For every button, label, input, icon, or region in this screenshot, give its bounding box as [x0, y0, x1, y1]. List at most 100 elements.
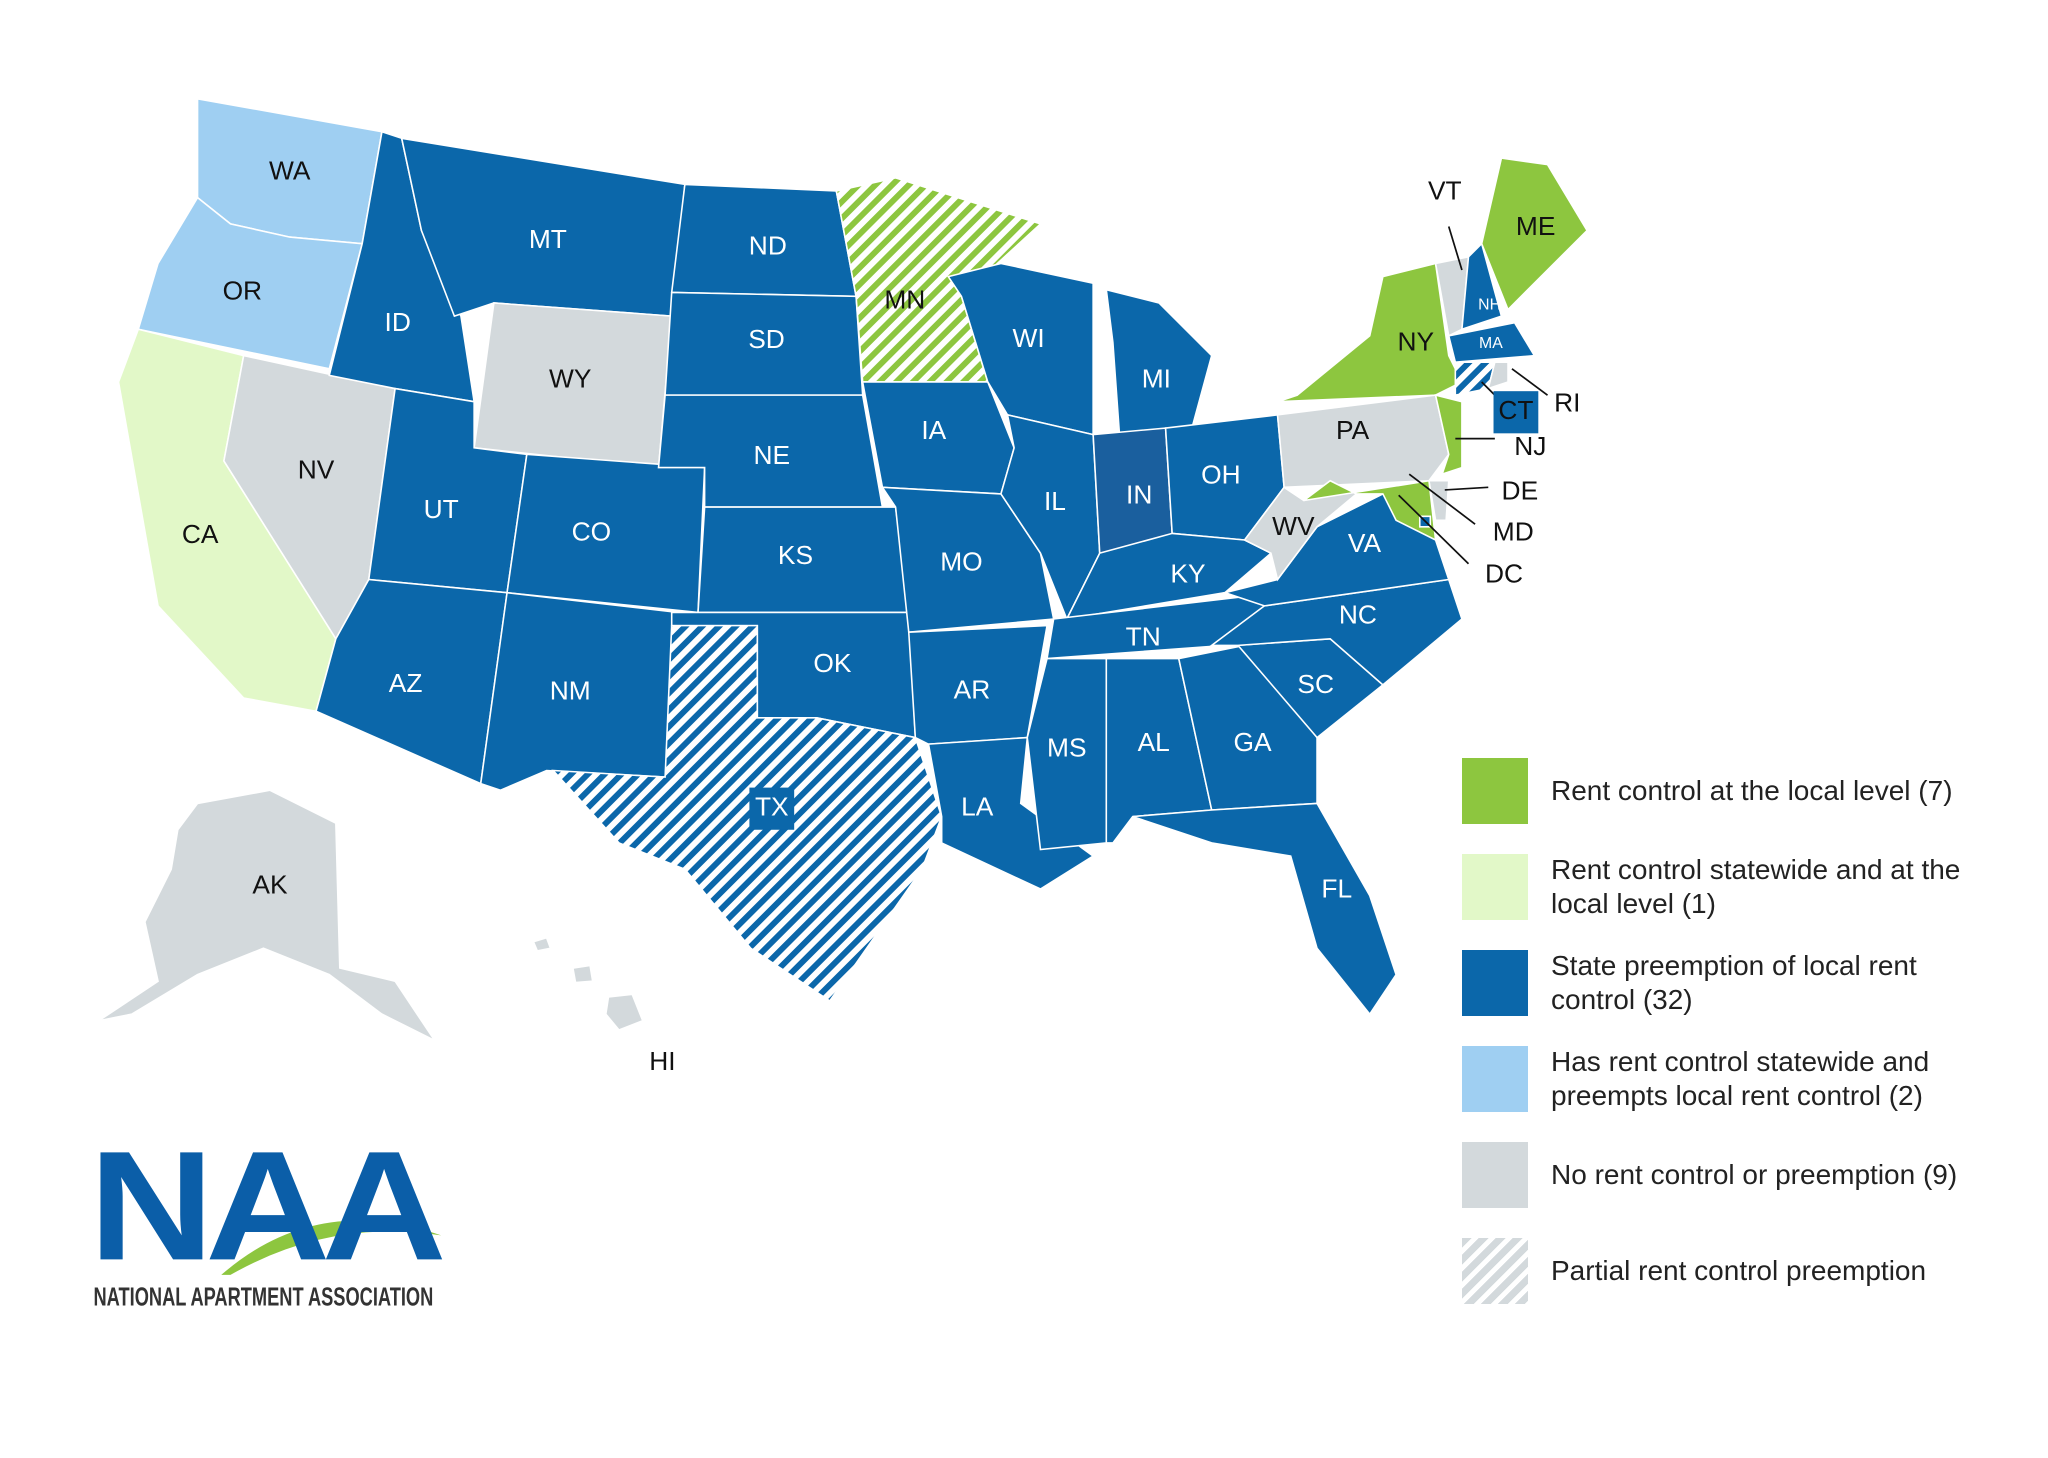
legend-label: Rent control at the local level (7)	[1551, 775, 1953, 806]
state-label: AZ	[389, 668, 423, 698]
legend-swatch	[1462, 1238, 1528, 1304]
legend-swatch	[1462, 950, 1528, 1016]
state-shape	[1487, 361, 1509, 390]
legend-item: Rent control statewide and at the local …	[1462, 854, 2022, 950]
state-shape	[1428, 479, 1450, 522]
state-shape	[551, 624, 943, 1003]
state-label: KY	[1170, 559, 1205, 589]
state-label: OH	[1201, 460, 1241, 490]
logo-name: NATIONAL APARTMENT ASSOCIATION	[94, 1282, 434, 1312]
state-label: IN	[1126, 479, 1152, 509]
state-label: AK	[252, 869, 288, 899]
logo-swoosh	[221, 1220, 442, 1275]
state-shape	[1132, 802, 1397, 1016]
state-label: WI	[1013, 323, 1045, 353]
state-label: NH	[1478, 297, 1501, 314]
state-shape	[1277, 262, 1463, 403]
state-label: TX	[755, 792, 789, 822]
state-label: VT	[1428, 175, 1462, 205]
state-label: SC	[1297, 669, 1334, 699]
state-label: MO	[940, 547, 982, 577]
state-label: AR	[954, 674, 991, 704]
state-shape	[1026, 657, 1108, 851]
state-label: SD	[748, 324, 785, 354]
legend: Rent control at the local level (7) Rent …	[1462, 758, 2022, 1334]
legend-item: Has rent control statewide and preempts …	[1462, 1046, 2022, 1142]
state-label: IL	[1044, 486, 1066, 516]
state-label: NE	[753, 440, 790, 470]
state-shape	[605, 993, 644, 1031]
state-label: WV	[1272, 511, 1315, 541]
state-shape	[315, 578, 508, 785]
state-shape	[1177, 644, 1318, 811]
state-label: LA	[961, 792, 994, 822]
legend-item: Rent control at the local level (7)	[1462, 758, 2022, 854]
state-label: GA	[1233, 727, 1271, 757]
state-label: NY	[1398, 327, 1435, 357]
state-label: OK	[813, 648, 851, 678]
state-label: MS	[1047, 732, 1087, 762]
state-label: ND	[749, 231, 787, 261]
state-label: RI	[1554, 387, 1580, 417]
legend-label: No rent control or preemption (9)	[1551, 1159, 1958, 1190]
legend-item: No rent control or preemption (9)	[1462, 1142, 2022, 1238]
legend-swatch	[1462, 1046, 1528, 1112]
state-shape	[927, 736, 1095, 890]
label-box	[749, 787, 795, 830]
state-label: IA	[921, 415, 946, 445]
legend-label: Has rent control statewide and preempts …	[1551, 1046, 1930, 1111]
legend-swatch	[1462, 1142, 1528, 1208]
state-label: WA	[269, 156, 311, 186]
state-label: ID	[385, 307, 411, 337]
legend-label: State preemption of local rent control (…	[1551, 950, 1917, 1015]
logo-mark: NAA	[89, 1118, 443, 1292]
logo: NAA NATIONAL APARTMENT ASSOCIATION	[89, 1118, 451, 1312]
state-shape	[571, 964, 594, 984]
state-label: VA	[1348, 528, 1382, 558]
state-label: NC	[1339, 599, 1377, 629]
state-label: UT	[424, 494, 459, 524]
state-shape	[1480, 157, 1589, 311]
state-label: OR	[223, 275, 262, 305]
legend-swatch	[1462, 854, 1528, 920]
leader-line	[1444, 486, 1489, 491]
state-shape	[1434, 394, 1463, 476]
state-label: PA	[1336, 415, 1370, 445]
state-shape	[98, 789, 437, 1043]
state-labels: WA OR CA NV ID MT WY UT CO AZ NM ND SD NE KS OK TX MN IA MO…	[182, 156, 1581, 1076]
state-label: MA	[1479, 335, 1503, 352]
state-label: CT	[1498, 395, 1533, 425]
state-label: DE	[1502, 476, 1539, 506]
leader-line	[1511, 368, 1549, 396]
leader-line	[1398, 494, 1470, 565]
state-label: MN	[884, 285, 925, 315]
state-shape	[137, 196, 364, 370]
legend-item: State preemption of local rent control (…	[1462, 950, 2022, 1046]
state-label: NV	[298, 454, 335, 484]
state-shape	[1105, 288, 1213, 436]
state-label: NM	[550, 676, 591, 706]
state-label: DC	[1485, 559, 1523, 589]
leader-line	[1447, 226, 1463, 271]
state-label: KS	[778, 540, 813, 570]
state-label: ME	[1516, 211, 1556, 241]
state-label: FL	[1321, 873, 1352, 903]
state-shape	[1461, 242, 1503, 331]
legend-item: Partial rent control preemption	[1462, 1238, 2022, 1334]
legend-label: Rent control statewide and at the local …	[1551, 854, 1961, 919]
label-box	[1493, 391, 1539, 434]
state-shape	[1447, 321, 1536, 364]
state-label: MT	[529, 224, 567, 254]
state-label: MI	[1142, 364, 1171, 394]
state-label: AL	[1138, 727, 1170, 757]
legend-label: Partial rent control preemption	[1551, 1255, 1927, 1286]
state-label: TN	[1126, 622, 1161, 652]
legend-swatch	[1462, 758, 1528, 824]
state-label: MD	[1493, 516, 1534, 546]
state-label: NJ	[1514, 431, 1546, 461]
state-label: CO	[572, 516, 612, 546]
states	[98, 97, 1589, 1043]
state-label: CA	[182, 519, 219, 549]
